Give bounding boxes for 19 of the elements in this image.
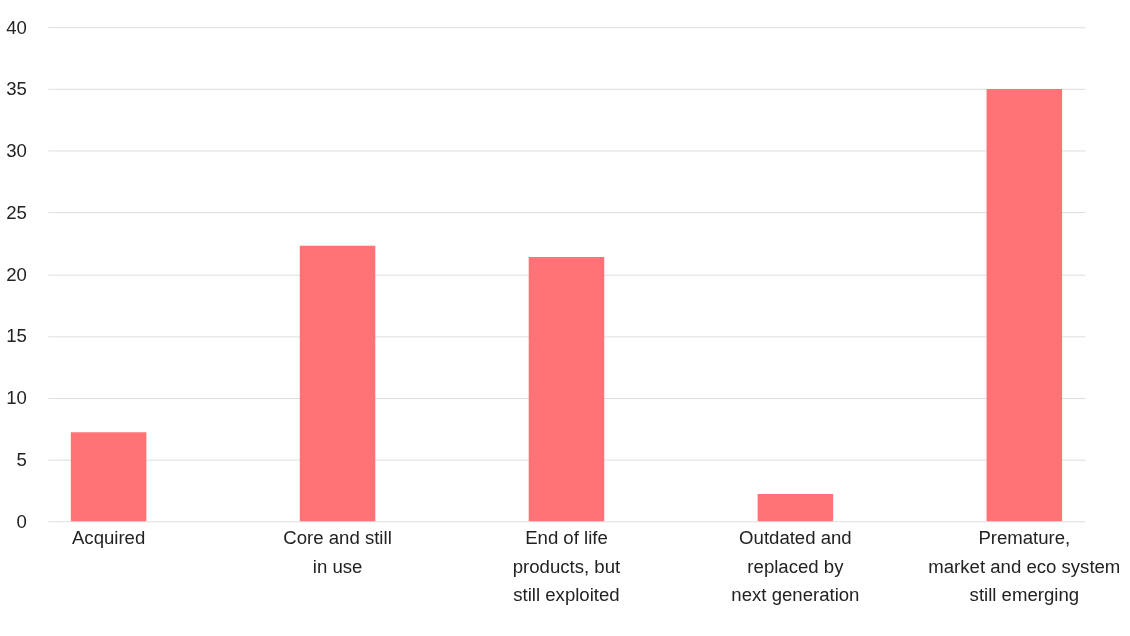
x-tick-label: Premature, market and eco system still emerging — [928, 527, 1121, 606]
y-tick-label: 0 — [16, 510, 27, 532]
bar — [70, 432, 147, 522]
y-tick-label: 25 — [6, 201, 27, 223]
x-tick-label: Core and still in use — [283, 527, 392, 577]
bar — [986, 88, 1063, 522]
x-tick-label: Outdated and replaced by next generation — [731, 527, 860, 606]
bar — [757, 494, 834, 522]
y-tick-label: 10 — [6, 387, 27, 409]
x-tick-label: End of life products, but still exploited — [512, 527, 622, 606]
x-tick-label: Acquired — [71, 527, 146, 549]
y-tick-label: 30 — [6, 140, 27, 162]
y-tick-label: 20 — [6, 263, 27, 285]
y-tick-label: 5 — [16, 448, 27, 470]
y-tick-label: 35 — [6, 78, 27, 100]
y-tick-label: 40 — [6, 16, 27, 38]
y-tick-label: 15 — [6, 325, 27, 347]
bar — [528, 256, 605, 522]
bar — [299, 245, 376, 522]
